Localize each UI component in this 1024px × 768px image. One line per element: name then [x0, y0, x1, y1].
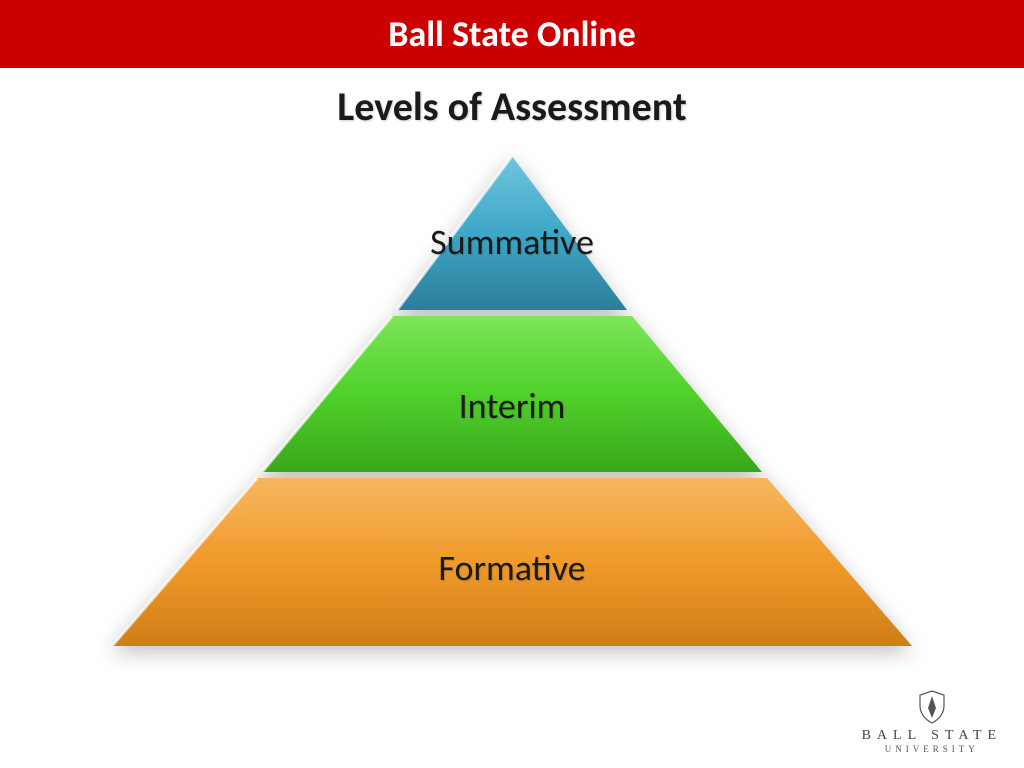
logo-line2: UNIVERSITY — [862, 744, 1002, 754]
pyramid-label-formative: Formative — [102, 546, 922, 590]
header-title: Ball State Online — [388, 12, 635, 56]
header-bar: Ball State Online — [0, 0, 1024, 68]
university-logo: BALL STATE UNIVERSITY — [862, 690, 1002, 754]
page-title: Levels of Assessment — [0, 82, 1024, 131]
crest-icon — [918, 690, 946, 724]
pyramid-label-summative: Summative — [102, 220, 922, 264]
pyramid-label-interim: Interim — [102, 384, 922, 428]
logo-line1: BALL STATE — [862, 728, 1002, 744]
pyramid-diagram: Summative Interim Formative — [102, 156, 922, 666]
